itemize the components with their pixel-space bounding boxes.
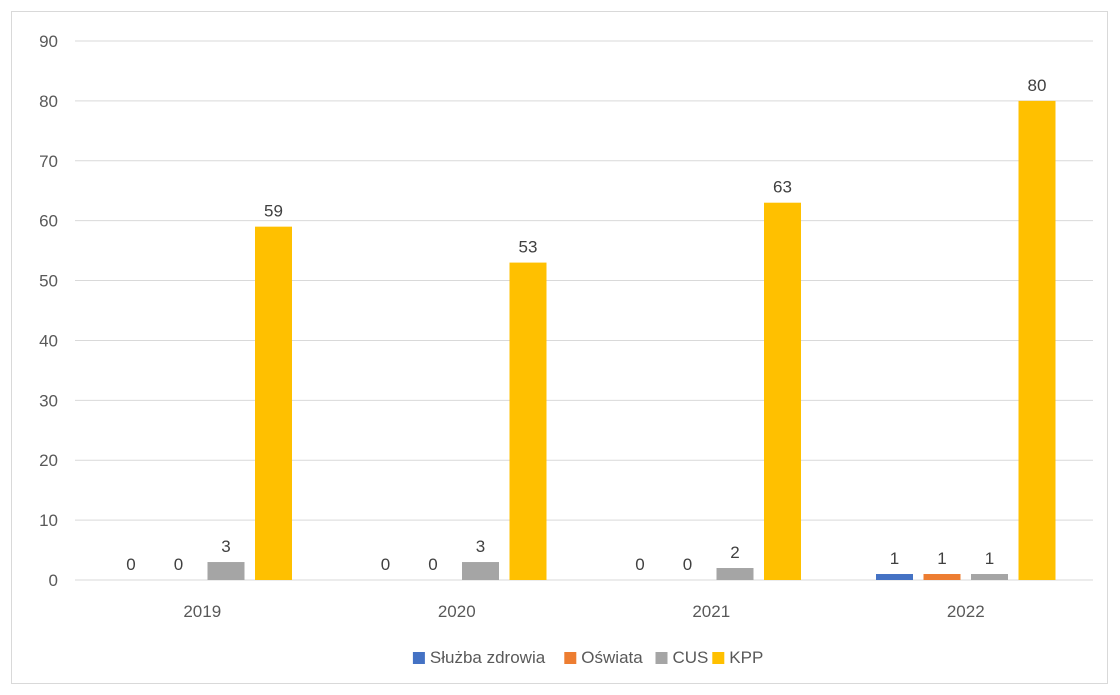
data-label: 2 xyxy=(730,543,739,562)
y-tick-label: 50 xyxy=(39,272,58,291)
y-tick-label: 40 xyxy=(39,331,58,350)
legend-label: CUS xyxy=(673,648,709,667)
bar xyxy=(1018,100,1056,580)
data-label: 0 xyxy=(126,555,135,574)
y-tick-label: 90 xyxy=(39,32,58,51)
bar xyxy=(764,202,801,580)
bar xyxy=(462,562,499,580)
bar xyxy=(716,568,754,580)
data-label: 0 xyxy=(428,555,437,574)
data-label: 80 xyxy=(1028,76,1047,95)
data-label: 3 xyxy=(476,537,485,556)
legend: Służba zdrowia Oświata CUS KPP xyxy=(412,648,763,667)
legend-swatch xyxy=(655,652,668,664)
data-label: 0 xyxy=(635,555,644,574)
x-tick-label: 2019 xyxy=(183,602,221,621)
x-tick-label: 2022 xyxy=(947,602,985,621)
data-label: 0 xyxy=(174,555,183,574)
y-tick-label: 80 xyxy=(39,92,58,111)
legend-swatch xyxy=(412,652,425,664)
data-label: 0 xyxy=(381,555,390,574)
x-tick-label: 2020 xyxy=(438,602,476,621)
legend-swatch xyxy=(712,652,725,664)
legend-label: Oświata xyxy=(581,648,643,667)
bar xyxy=(876,574,913,580)
data-label: 1 xyxy=(985,549,994,568)
data-label: 1 xyxy=(890,549,899,568)
data-label: 63 xyxy=(773,178,792,197)
y-tick-label: 70 xyxy=(39,152,58,171)
y-tick-label: 0 xyxy=(49,571,58,590)
bar xyxy=(971,574,1008,580)
data-label: 0 xyxy=(683,555,692,574)
bar xyxy=(923,574,961,580)
chart-area xyxy=(11,11,1108,684)
bar xyxy=(255,226,292,580)
x-tick-label: 2021 xyxy=(692,602,730,621)
y-tick-label: 30 xyxy=(39,391,58,410)
y-tick-label: 60 xyxy=(39,212,58,231)
legend-swatch xyxy=(564,652,577,664)
y-tick-label: 10 xyxy=(39,511,58,530)
legend-label: KPP xyxy=(729,648,763,667)
data-label: 3 xyxy=(221,537,230,556)
bar xyxy=(207,562,245,580)
bar xyxy=(509,262,547,580)
legend-label: Służba zdrowia xyxy=(430,648,546,667)
data-label: 1 xyxy=(937,549,946,568)
data-label: 59 xyxy=(264,202,283,221)
y-tick-label: 20 xyxy=(39,451,58,470)
data-label: 53 xyxy=(519,238,538,257)
